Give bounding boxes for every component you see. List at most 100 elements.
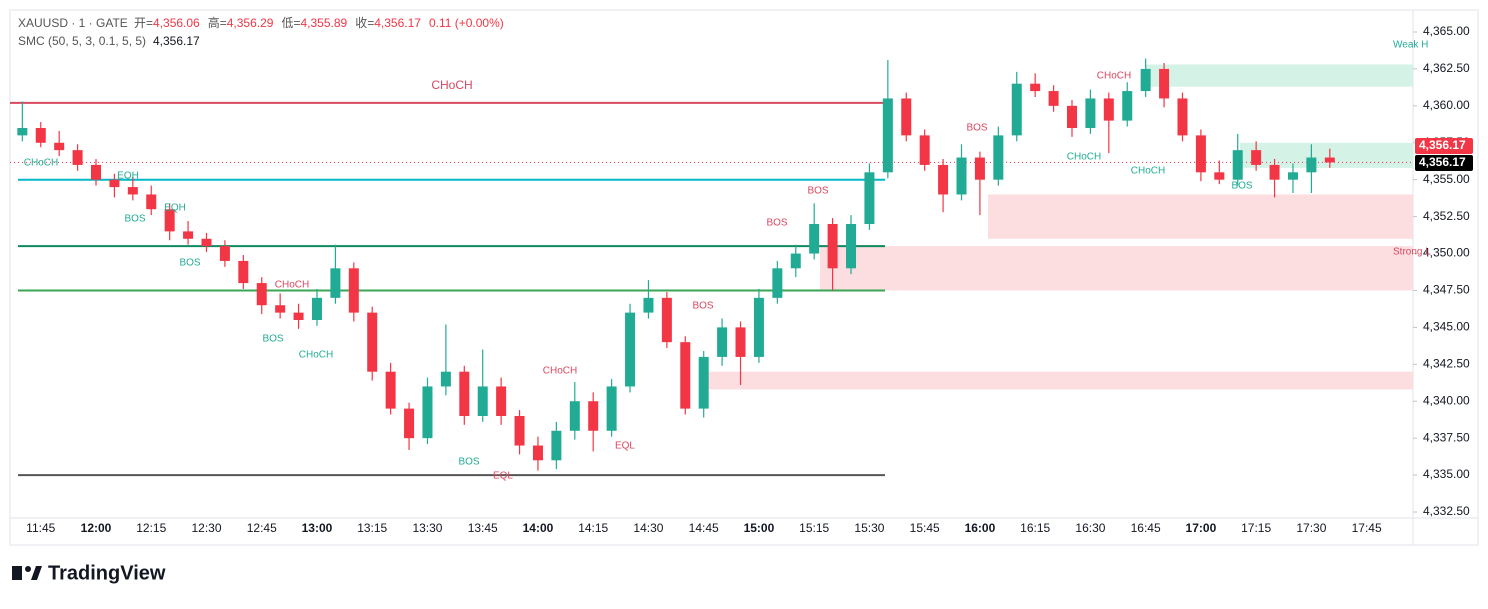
x-tick-label: 17:15 (1241, 521, 1271, 535)
candle-body (17, 128, 28, 136)
candle-body (348, 268, 359, 313)
ohlc-label: 4,356.06 (153, 16, 200, 30)
ohlc-label: 开= (134, 16, 153, 30)
x-tick-label: 11:45 (26, 521, 55, 535)
candle-body (790, 253, 801, 269)
structure-label: BOS (966, 123, 987, 134)
y-tick-label: 4,355.00 (1423, 172, 1470, 186)
indicator-value: 4,356.17 (153, 34, 200, 48)
zone (1145, 64, 1413, 87)
candle-body (293, 312, 304, 320)
structure-label: EQL (615, 441, 635, 452)
candle-body (1306, 157, 1317, 173)
x-tick-label: 17:30 (1296, 521, 1326, 535)
candle-body (256, 283, 267, 306)
candle-body (201, 238, 212, 247)
candle-body (1011, 83, 1022, 136)
y-tick-label: 4,362.50 (1423, 61, 1470, 75)
structure-label: BOS (458, 457, 479, 468)
structure-label: CHoCH (1067, 152, 1101, 163)
structure-label: Weak H (1393, 40, 1428, 51)
candle-body (146, 194, 157, 210)
y-tick-label: 4,360.00 (1423, 98, 1470, 112)
candle-body (164, 209, 175, 232)
ohlc-label: 4,356.29 (227, 16, 274, 30)
candle-body (827, 224, 838, 269)
candle-body (1324, 157, 1335, 163)
x-tick-label: 15:15 (799, 521, 829, 535)
ohlc-header: 开= 4,356.06 高= 4,356.29 低= 4,355.89 收= 4,356.17… (134, 15, 504, 30)
x-tick-label: 13:00 (302, 521, 333, 535)
ohlc-label: 4,356.17 (374, 16, 421, 30)
x-tick-label: 16:00 (965, 521, 996, 535)
x-tick-label: 16:30 (1075, 521, 1105, 535)
price-tag-label: 4,356.17 (1419, 138, 1466, 152)
candle-body (1232, 150, 1243, 180)
structure-label: BOS (262, 334, 283, 345)
candle-body (238, 260, 249, 284)
candle-body (1287, 172, 1298, 180)
candle-body (532, 445, 543, 461)
candle-body (477, 386, 488, 416)
candle-body (72, 150, 83, 165)
structure-label: BOS (124, 214, 145, 225)
candle-body (91, 164, 101, 180)
zone (988, 194, 1413, 239)
zone (820, 246, 1413, 291)
x-tick-label: 12:15 (136, 521, 166, 535)
y-tick-label: 4,345.00 (1423, 320, 1470, 334)
zone (1240, 142, 1413, 168)
y-tick-label: 4,337.50 (1423, 430, 1470, 444)
candle-body (680, 342, 691, 409)
x-tick-label: 12:45 (247, 521, 277, 535)
candle-body (459, 371, 470, 416)
candle-body (643, 297, 654, 313)
frame (9, 9, 1479, 546)
structure-label: BOS (179, 258, 200, 269)
structure-label: CHoCH (275, 280, 309, 291)
price-tag (1415, 138, 1473, 154)
candle-body (901, 98, 912, 136)
structure-label: CHoCH (1097, 71, 1131, 82)
candle-body (35, 128, 46, 143)
x-tick-label: 14:30 (633, 521, 663, 535)
candle-body (1195, 135, 1206, 173)
structure-label: CHoCH (543, 366, 577, 377)
candle-body (809, 224, 820, 254)
ohlc-label: 0.11 (+0.00%) (429, 16, 504, 30)
y-tick-label: 4,352.50 (1423, 209, 1470, 223)
candle-body (625, 312, 636, 387)
structure-label: CHoCH (24, 158, 58, 169)
structure-label: BOS (1231, 181, 1252, 192)
candle-body (1269, 164, 1280, 180)
candle-body (717, 327, 728, 357)
y-tick-label: 4,365.00 (1423, 24, 1470, 38)
x-tick-label: 15:00 (744, 521, 775, 535)
candle-body (1214, 172, 1225, 180)
candle-body (514, 416, 525, 446)
structure-label: BOS (807, 186, 828, 197)
structure-label: Strong L (1393, 247, 1431, 258)
x-tick-label: 14:45 (689, 521, 719, 535)
structure-label: EQH (164, 203, 186, 214)
x-tick-label: 13:15 (357, 521, 387, 535)
indicator: SMC (50, 5, 3, 0.1, 5, 5) (18, 34, 146, 48)
candle-body (1030, 83, 1041, 92)
candle-body (882, 98, 893, 173)
plot: 4,332.50 4,335.00 4,337.50 4,340.00 4,342.50… (10, 24, 1473, 535)
y-tick-label: 4,347.50 (1423, 283, 1470, 297)
structure-label: EQH (117, 171, 139, 182)
candle-body (919, 135, 930, 165)
candle-body (311, 297, 322, 320)
candle-body (1103, 98, 1114, 121)
candle-body (993, 135, 1004, 180)
candle-body (753, 297, 764, 357)
structure-label: CHoCH (1131, 166, 1165, 177)
candle-body (569, 401, 580, 431)
ohlc-label: 低= (281, 16, 300, 30)
x-tick-label: 17:00 (1186, 521, 1217, 535)
candle-body (109, 179, 120, 188)
brand: TradingView (48, 562, 166, 584)
